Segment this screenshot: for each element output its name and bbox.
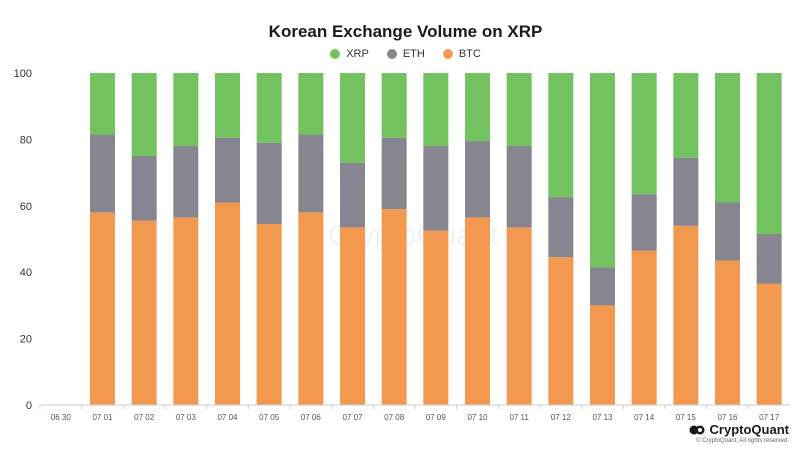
bar-eth-07-11 <box>506 146 532 228</box>
bar-xrp-07-01 <box>90 73 115 135</box>
legend-label-eth: ETH <box>402 48 425 60</box>
cryptoquant-logo-icon <box>689 425 705 434</box>
x-tick-label-07-01: 07 01 <box>92 413 113 422</box>
x-tick-label-07-02: 07 02 <box>134 413 155 422</box>
x-tick-label-07-08: 07 08 <box>384 413 405 422</box>
bar-xrp-07-04 <box>215 73 240 138</box>
bar-btc-07-03 <box>173 217 199 405</box>
x-tick-label-07-11: 07 11 <box>509 413 529 422</box>
x-tick-label-07-07: 07 07 <box>342 413 363 422</box>
bar-eth-07-10 <box>465 141 490 218</box>
bar-xrp-07-15 <box>673 73 699 158</box>
bar-btc-07-04 <box>215 202 240 405</box>
legend-label-btc: BTC <box>458 48 481 60</box>
y-tick-label-20: 20 <box>20 334 32 346</box>
bar-btc-07-10 <box>465 217 490 405</box>
x-tick-label-07-15: 07 15 <box>676 413 697 422</box>
x-tick-label-07-14: 07 14 <box>634 413 655 422</box>
bar-btc-07-11 <box>506 227 532 405</box>
bar-btc-07-13 <box>590 305 615 405</box>
bar-xrp-07-05 <box>256 73 282 143</box>
legend-label-xrp: XRP <box>346 48 369 60</box>
legend-swatch-eth <box>386 49 397 59</box>
bar-xrp-07-02 <box>131 73 157 156</box>
x-tick-label-07-12: 07 12 <box>551 413 572 422</box>
bar-xrp-07-11 <box>506 73 532 147</box>
x-tick-label-06-30: 06 30 <box>51 413 72 422</box>
bar-xrp-07-06 <box>298 73 324 135</box>
bar-eth-07-01 <box>90 134 115 213</box>
copyright: © CryptoQuant. All rights reserved. <box>696 438 789 444</box>
legend-swatch-btc <box>442 49 453 59</box>
bar-eth-07-02 <box>131 156 157 221</box>
bar-eth-07-14 <box>631 194 657 251</box>
bar-eth-07-07 <box>340 162 365 228</box>
x-tick-label-07-17: 07 17 <box>759 413 780 422</box>
x-tick-label-07-16: 07 16 <box>717 413 738 422</box>
bar-xrp-07-17 <box>756 73 782 235</box>
bar-btc-07-02 <box>131 220 157 405</box>
bar-xrp-07-09 <box>423 73 449 147</box>
bar-eth-07-05 <box>256 142 282 225</box>
x-tick-label-07-10: 07 10 <box>467 413 488 422</box>
bar-btc-07-05 <box>256 224 282 405</box>
y-tick-label-0: 0 <box>26 400 32 412</box>
y-tick-label-40: 40 <box>20 267 32 279</box>
bar-xrp-07-16 <box>715 73 740 203</box>
y-tick-label-80: 80 <box>20 134 32 146</box>
brand-row: CryptoQuant <box>689 422 789 437</box>
bar-btc-07-14 <box>631 250 657 405</box>
bar-btc-07-12 <box>548 257 574 405</box>
chart-title: Korean Exchange Volume on XRP <box>268 22 543 41</box>
bar-btc-07-08 <box>381 209 407 405</box>
legend-item-eth[interactable]: ETH <box>386 48 425 60</box>
bar-eth-07-09 <box>423 146 449 231</box>
bar-eth-07-06 <box>298 134 324 213</box>
x-tick-label-07-03: 07 03 <box>176 413 197 422</box>
legend-swatch-xrp <box>330 49 341 59</box>
bar-xrp-07-08 <box>381 73 407 138</box>
bar-xrp-07-13 <box>590 73 615 268</box>
bar-btc-07-09 <box>423 230 449 405</box>
bar-eth-07-17 <box>756 234 782 284</box>
bar-xrp-07-07 <box>340 73 365 163</box>
bar-xrp-07-12 <box>548 73 574 198</box>
bar-btc-07-06 <box>298 212 324 405</box>
x-tick-label-07-13: 07 13 <box>592 413 613 422</box>
brand-name: CryptoQuant <box>709 422 789 437</box>
bar-eth-07-04 <box>215 137 240 203</box>
bar-eth-07-12 <box>548 197 574 258</box>
bar-eth-07-08 <box>381 137 407 210</box>
bar-eth-07-16 <box>715 202 740 261</box>
bar-btc-07-17 <box>756 283 782 405</box>
bar-xrp-07-14 <box>631 73 657 195</box>
bar-btc-07-01 <box>90 212 115 405</box>
legend-item-xrp[interactable]: XRP <box>330 48 369 60</box>
legend-item-btc[interactable]: BTC <box>442 48 481 60</box>
y-tick-label-100: 100 <box>14 68 32 80</box>
bar-xrp-07-10 <box>465 73 490 142</box>
bar-xrp-07-03 <box>173 73 199 147</box>
x-tick-label-07-05: 07 05 <box>259 413 280 422</box>
axes-group: 0 20 40 60 80 100 06 30 07 01 07 02 07 03 07 04 07 … <box>14 68 790 422</box>
bar-btc-07-07 <box>340 227 365 405</box>
bar-btc-07-16 <box>715 260 740 405</box>
bar-btc-07-15 <box>673 225 699 405</box>
x-tick-label-07-04: 07 04 <box>217 413 238 422</box>
chart-legend: XRP ETH BTC <box>0 48 811 60</box>
bar-eth-07-03 <box>173 146 199 218</box>
y-tick-label-60: 60 <box>20 201 32 213</box>
x-tick-label-07-06: 07 06 <box>301 413 322 422</box>
x-tick-label-07-09: 07 09 <box>426 413 447 422</box>
bar-eth-07-13 <box>590 267 615 306</box>
bars-group <box>90 73 782 405</box>
bar-eth-07-15 <box>673 157 699 226</box>
footer: CryptoQuant © CryptoQuant. All rights re… <box>689 422 789 444</box>
